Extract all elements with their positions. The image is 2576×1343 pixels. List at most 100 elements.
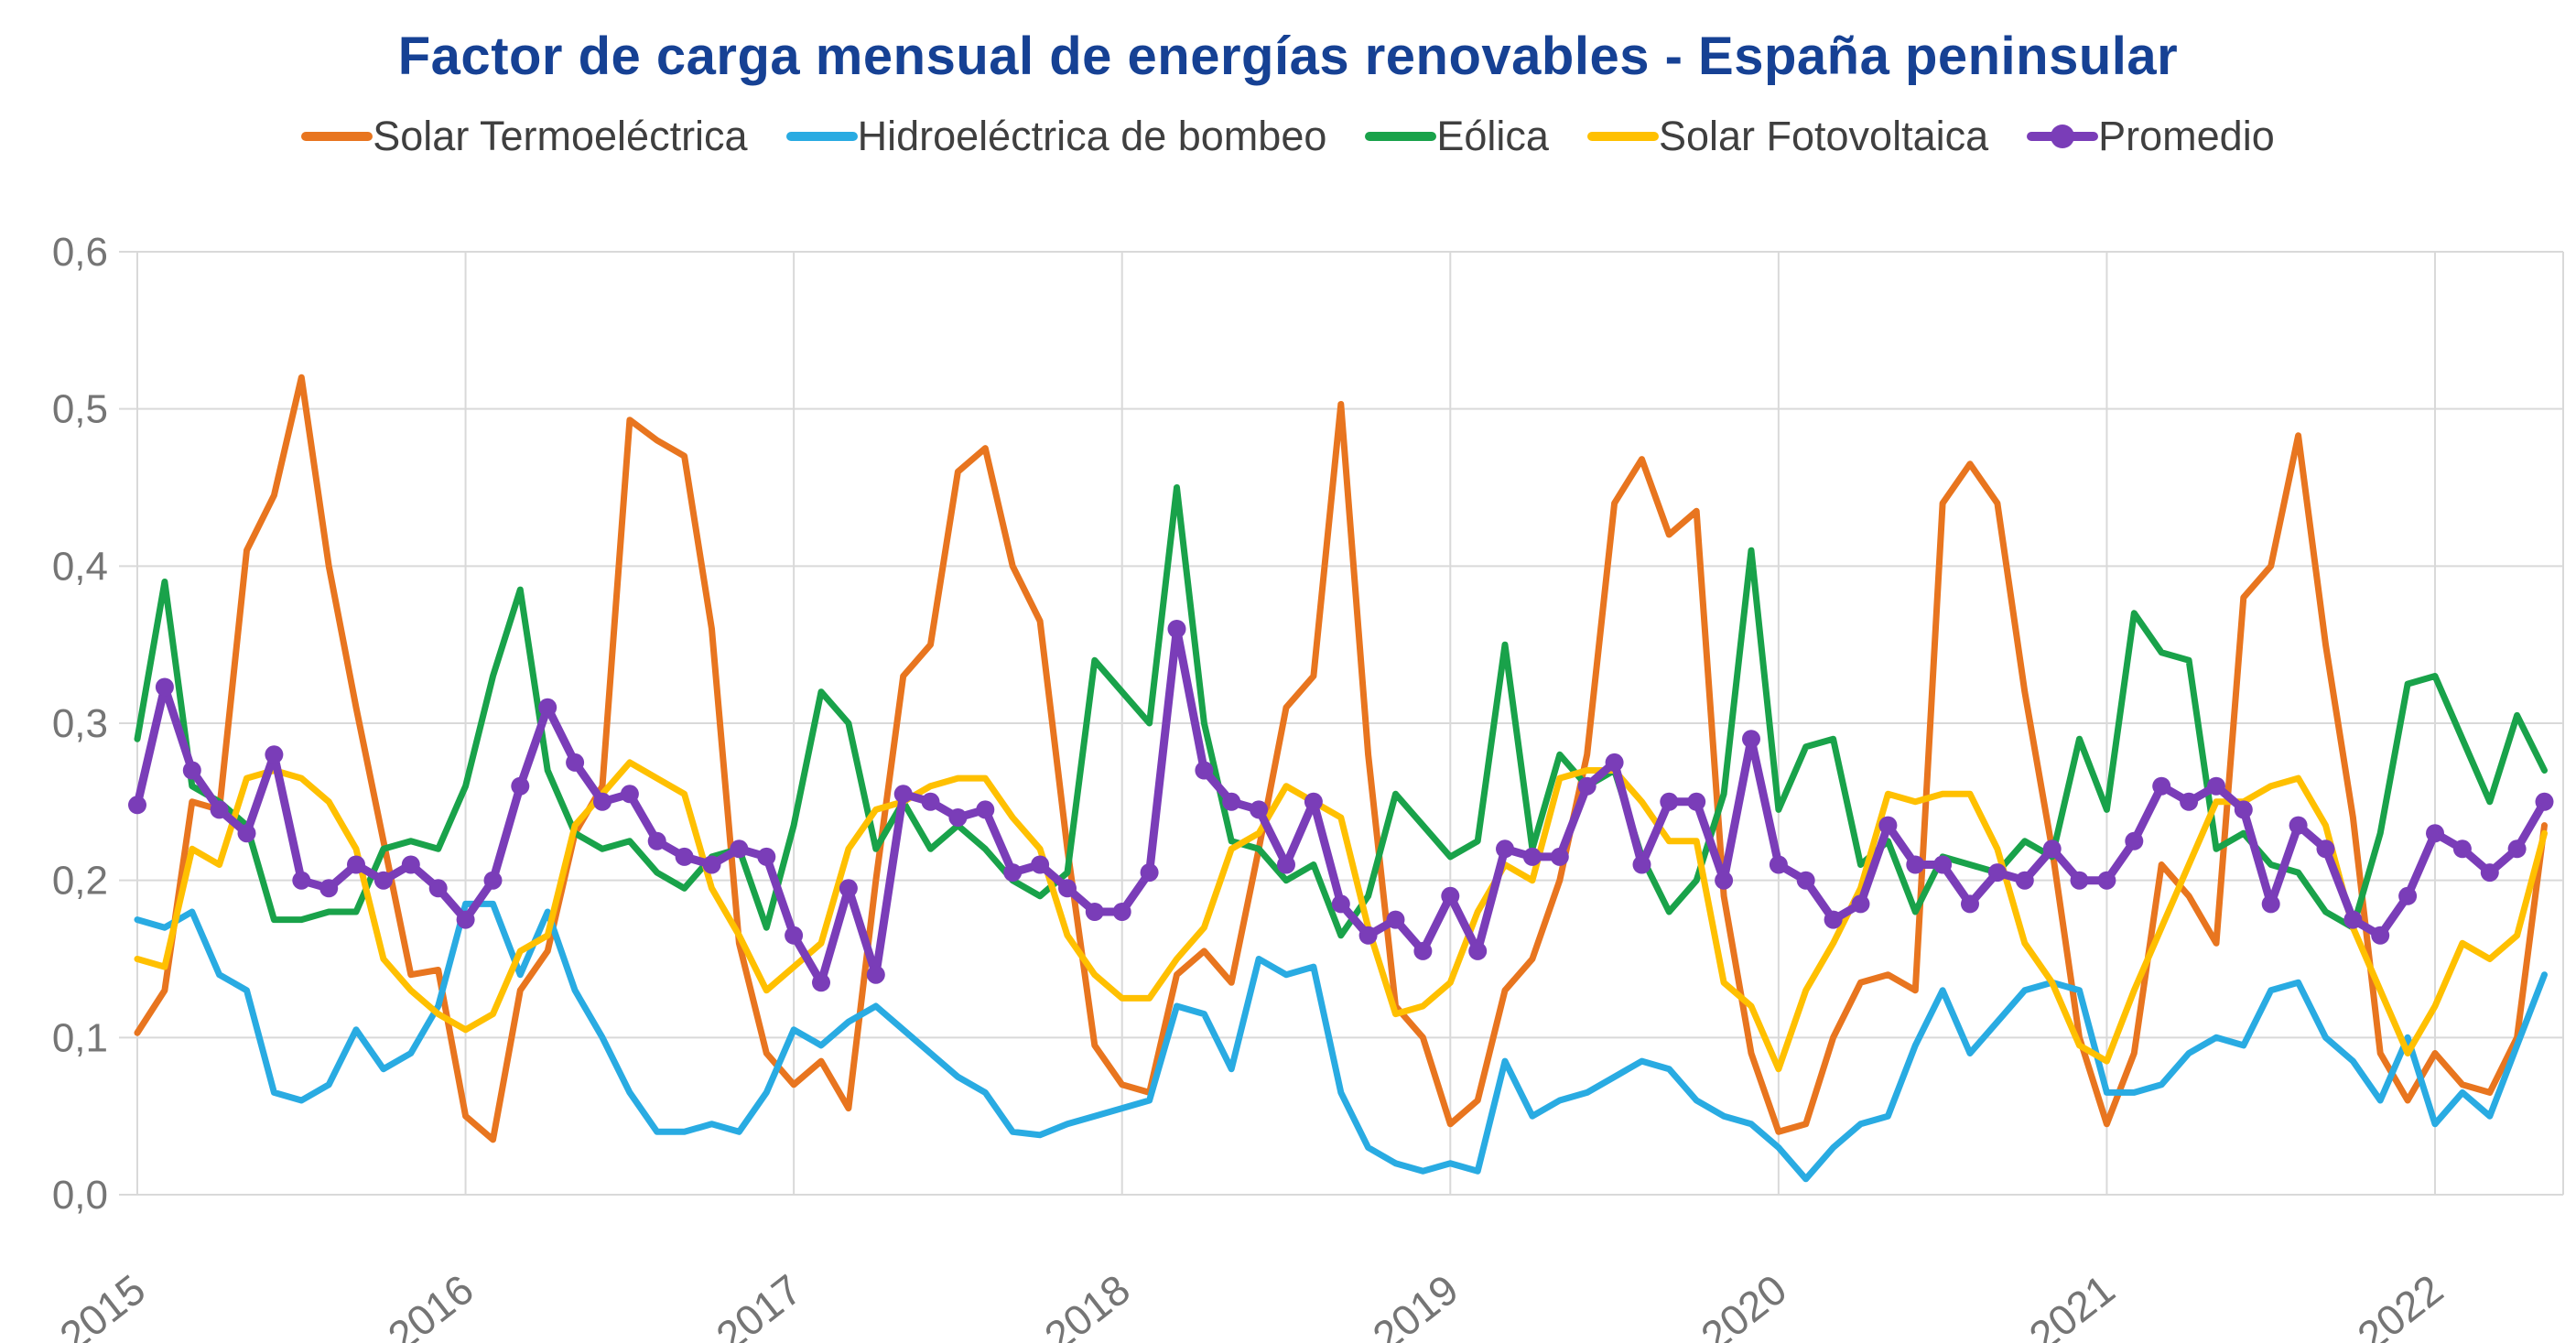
promedio-marker	[1660, 792, 1679, 811]
promedio-marker	[1961, 894, 1979, 914]
legend-label: Promedio	[2098, 113, 2275, 159]
promedio-marker	[1550, 847, 1569, 866]
promedio-marker	[2398, 886, 2418, 905]
promedio-marker	[2152, 776, 2171, 796]
legend-label: Solar Termoeléctrica	[373, 113, 748, 159]
y-tick-label: 0,0	[52, 1173, 108, 1218]
promedio-marker	[757, 847, 776, 866]
chart-canvas: 0,0 0,1 0,2 0,3 0,4 0,5 0,6 2015 2016 2017 2018 201…	[50, 230, 2564, 1343]
promedio-marker	[1304, 792, 1323, 811]
promedio-marker	[1632, 855, 1651, 874]
legend-label: Hidroeléctrica de bombeo	[857, 113, 1327, 159]
promedio-marker	[1687, 792, 1706, 811]
promedio-marker	[483, 871, 503, 890]
y-tick-label: 0,1	[52, 1015, 108, 1060]
promedio-marker	[1906, 855, 1925, 874]
promedio-marker	[182, 761, 201, 780]
promedio-marker	[292, 871, 311, 890]
promedio-marker	[2180, 792, 2199, 811]
legend-line-swatch	[1586, 132, 1659, 141]
promedio-marker	[1003, 863, 1023, 883]
promedio-marker	[1358, 926, 1378, 945]
promedio-marker	[2371, 926, 2390, 945]
chart-title: Factor de carga mensual de energías reno…	[397, 27, 2179, 86]
promedio-marker	[1441, 886, 1460, 905]
series-line-2	[134, 900, 2548, 1183]
promedio-marker	[1715, 871, 1734, 890]
y-tick-label: 0,5	[52, 387, 108, 432]
x-tick-label: 2016	[379, 1265, 482, 1343]
promedio-marker	[2426, 824, 2444, 843]
promedio-marker	[2070, 871, 2089, 890]
promedio-marker	[1112, 903, 1131, 921]
promedio-marker	[2207, 776, 2225, 796]
promedio-marker	[1577, 776, 1596, 796]
promedio-marker	[1605, 753, 1624, 772]
series-line-3	[134, 484, 2548, 939]
series-line-4	[134, 759, 2548, 1073]
x-tick-label: 2019	[1364, 1265, 1467, 1343]
y-tick-label: 0,2	[52, 859, 108, 904]
promedio-marker	[1933, 855, 1953, 874]
promedio-marker	[647, 831, 666, 850]
promedio-marker	[2261, 894, 2280, 914]
promedio-marker	[1277, 855, 1295, 874]
promedio-marker	[2125, 831, 2144, 850]
chart-legend: Solar Termoeléctrica Hidroeléctrica de bo…	[0, 113, 2576, 160]
promedio-marker	[948, 808, 968, 827]
promedio-marker	[2097, 871, 2116, 890]
promedio-marker	[511, 776, 530, 796]
legend-item-5: Promedio	[2027, 113, 2275, 160]
promedio-marker	[1878, 816, 1898, 835]
promedio-marker	[2480, 863, 2499, 883]
promedio-marker	[702, 855, 721, 874]
promedio-marker	[593, 792, 612, 811]
x-tick-label: 2022	[2348, 1265, 2452, 1343]
legend-line-swatch	[785, 132, 858, 141]
legend-line-swatch	[2027, 125, 2099, 148]
promedio-marker	[1851, 894, 1870, 914]
promedio-marker	[1222, 792, 1241, 811]
x-tick-label: 2021	[2020, 1265, 2124, 1343]
x-tick-label: 2017	[708, 1265, 811, 1343]
promedio-marker	[538, 698, 557, 717]
promedio-marker	[1195, 761, 1214, 780]
promedio-marker	[2015, 871, 2034, 890]
promedio-marker	[566, 753, 585, 772]
promedio-marker	[2507, 839, 2527, 859]
promedio-marker	[2535, 792, 2554, 811]
legend-item-2: Hidroeléctrica de bombeo	[785, 113, 1327, 160]
promedio-marker	[2042, 839, 2062, 859]
promedio-marker	[812, 973, 830, 992]
promedio-marker	[839, 879, 858, 898]
x-tick-label: 2020	[1692, 1265, 1795, 1343]
legend-dot-swatch	[2051, 125, 2075, 148]
promedio-marker	[237, 824, 256, 843]
promedio-marker	[730, 839, 749, 859]
y-tick-label: 0,4	[52, 544, 108, 589]
promedio-marker	[1496, 839, 1514, 859]
legend-label: Eólica	[1436, 113, 1549, 159]
promedio-marker	[1386, 910, 1405, 929]
legend-line-swatch	[1365, 132, 1437, 141]
promedio-marker	[1331, 894, 1350, 914]
y-tick-label: 0,3	[52, 701, 108, 746]
promedio-marker	[1413, 941, 1433, 960]
promedio-marker	[785, 926, 804, 945]
promedio-marker	[265, 745, 284, 764]
promedio-marker	[2316, 839, 2335, 859]
promedio-marker	[976, 800, 995, 819]
promedio-marker	[1250, 800, 1269, 819]
promedio-marker	[373, 871, 393, 890]
legend-line-swatch	[301, 132, 373, 141]
promedio-marker	[620, 785, 639, 804]
promedio-marker	[893, 785, 913, 804]
promedio-marker	[1769, 855, 1788, 874]
legend-item-1: Solar Termoeléctrica	[301, 113, 748, 160]
legend-item-4: Solar Fotovoltaica	[1586, 113, 1988, 160]
promedio-marker	[456, 910, 475, 929]
promedio-marker	[1468, 941, 1488, 960]
promedio-marker	[1522, 847, 1542, 866]
promedio-marker	[1031, 855, 1050, 874]
promedio-marker	[1987, 863, 2007, 883]
